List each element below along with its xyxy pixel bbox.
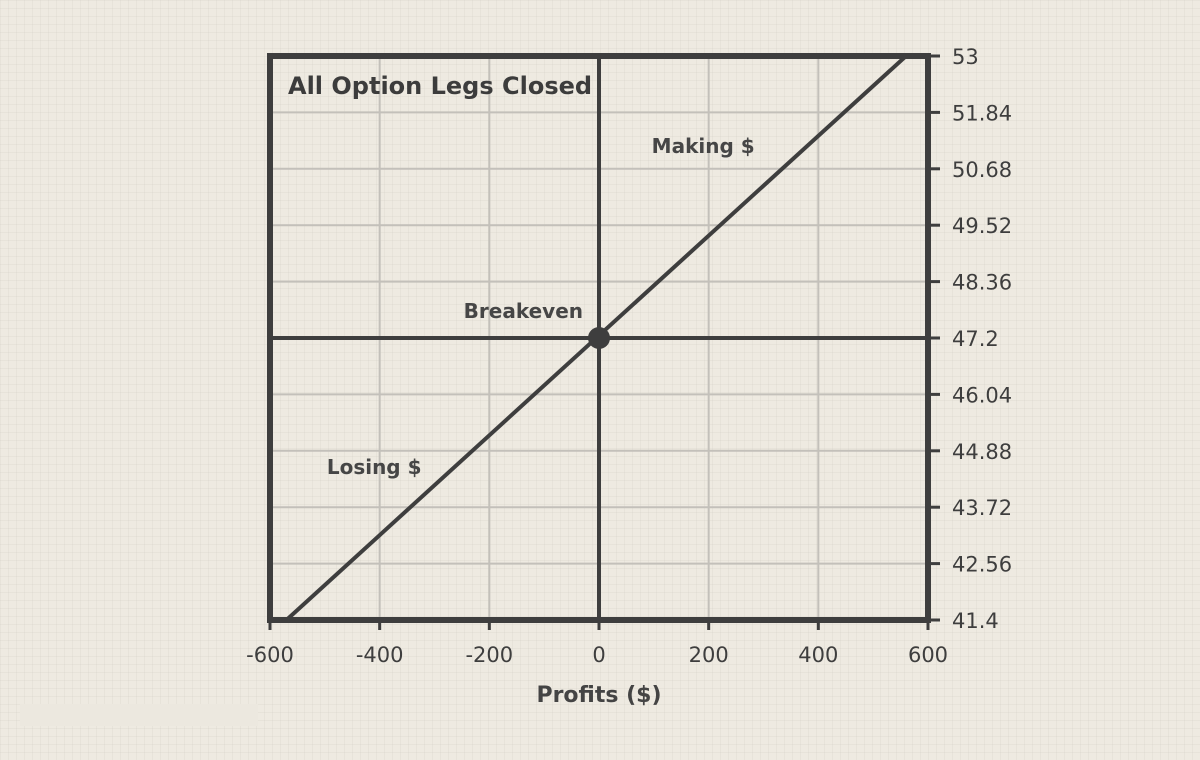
y-tick-label: 49.52: [952, 214, 1012, 238]
x-tick-label: 600: [908, 643, 948, 667]
breakeven-point: [588, 327, 610, 349]
annotations: Breakeven Making $ Losing $: [327, 134, 755, 479]
making-money-label: Making $: [652, 134, 755, 158]
y-tick-label: 51.84: [952, 101, 1012, 125]
y-tick-label: 46.04: [952, 383, 1012, 407]
chart-title: All Option Legs Closed: [288, 72, 592, 100]
x-tick-label: 200: [689, 643, 729, 667]
y-tick-label: 41.4: [952, 609, 999, 633]
y-tick-label: 42.56: [952, 553, 1012, 577]
faded-footer-bar: [20, 704, 258, 726]
series-layer: [285, 54, 908, 622]
y-tick-label: 43.72: [952, 496, 1012, 520]
y-tick-label: 48.36: [952, 271, 1012, 295]
ticks: [268, 54, 940, 630]
x-tick-label: 0: [592, 643, 605, 667]
y-tick-label: 50.68: [952, 158, 1012, 182]
x-tick-label: -400: [356, 643, 404, 667]
x-axis-label: Profits ($): [536, 683, 661, 708]
y-tick-label: 44.88: [952, 440, 1012, 464]
x-tick-label: -600: [246, 643, 294, 667]
x-tick-label: 400: [798, 643, 838, 667]
x-tick-label: -200: [465, 643, 513, 667]
y-tick-label: 47.2: [952, 327, 999, 351]
losing-money-label: Losing $: [327, 455, 422, 479]
y-tick-label: 53: [952, 45, 979, 69]
breakeven-label: Breakeven: [464, 299, 583, 323]
